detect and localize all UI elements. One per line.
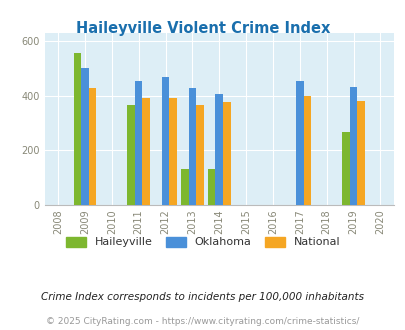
- Bar: [142, 98, 149, 205]
- Bar: [169, 98, 176, 205]
- Text: © 2025 CityRating.com - https://www.cityrating.com/crime-statistics/: © 2025 CityRating.com - https://www.city…: [46, 317, 359, 326]
- Bar: [196, 105, 203, 205]
- Bar: [127, 105, 134, 205]
- Text: Haileyville Violent Crime Index: Haileyville Violent Crime Index: [76, 21, 329, 36]
- Bar: [356, 101, 364, 205]
- Bar: [181, 169, 188, 205]
- Legend: Haileyville, Oklahoma, National: Haileyville, Oklahoma, National: [61, 232, 344, 252]
- Bar: [303, 96, 310, 205]
- Bar: [161, 77, 169, 205]
- Bar: [222, 102, 230, 205]
- Bar: [349, 87, 356, 205]
- Bar: [88, 88, 96, 205]
- Bar: [341, 132, 349, 205]
- Bar: [207, 169, 215, 205]
- Bar: [215, 94, 222, 205]
- Bar: [134, 81, 142, 205]
- Bar: [295, 81, 303, 205]
- Bar: [81, 68, 88, 205]
- Bar: [188, 88, 196, 205]
- Text: Crime Index corresponds to incidents per 100,000 inhabitants: Crime Index corresponds to incidents per…: [41, 292, 364, 302]
- Bar: [73, 53, 81, 205]
